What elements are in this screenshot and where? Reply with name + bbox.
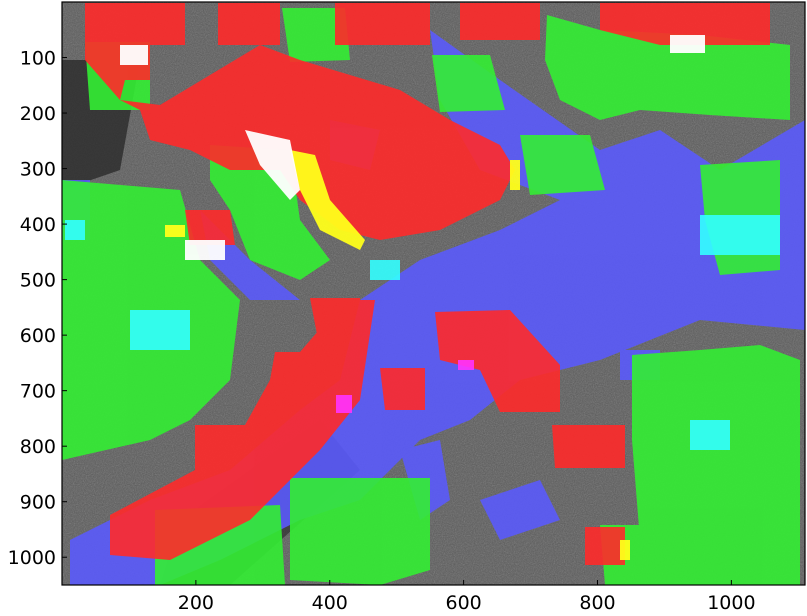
x-tick-label: 800 bbox=[579, 592, 615, 614]
y-tick-label: 200 bbox=[20, 103, 56, 125]
y-tick-label: 100 bbox=[20, 48, 56, 70]
y-tick-label: 700 bbox=[20, 381, 56, 403]
x-tick-label: 400 bbox=[312, 592, 348, 614]
class-white-region bbox=[120, 35, 705, 260]
y-tick-label: 600 bbox=[20, 325, 56, 347]
y-tick-label: 500 bbox=[20, 270, 56, 292]
class-magenta-region bbox=[336, 360, 474, 413]
x-tick-label: 200 bbox=[178, 592, 214, 614]
class-cyan-region bbox=[65, 215, 780, 450]
y-axis: 100 200 300 400 500 600 700 800 900 1000 bbox=[8, 48, 67, 569]
class-yellow-region bbox=[165, 150, 630, 560]
x-axis: 200 400 600 800 1000 bbox=[178, 580, 756, 614]
y-tick-label: 1000 bbox=[8, 547, 56, 569]
class-red-region bbox=[85, 3, 770, 565]
x-tick-label: 600 bbox=[445, 592, 481, 614]
x-tick-label: 1000 bbox=[707, 592, 755, 614]
y-tick-label: 300 bbox=[20, 159, 56, 181]
y-tick-label: 800 bbox=[20, 436, 56, 458]
y-tick-label: 400 bbox=[20, 214, 56, 236]
axes-frame bbox=[61, 1, 806, 586]
image-area bbox=[62, 2, 805, 585]
y-tick-label: 900 bbox=[20, 492, 56, 514]
